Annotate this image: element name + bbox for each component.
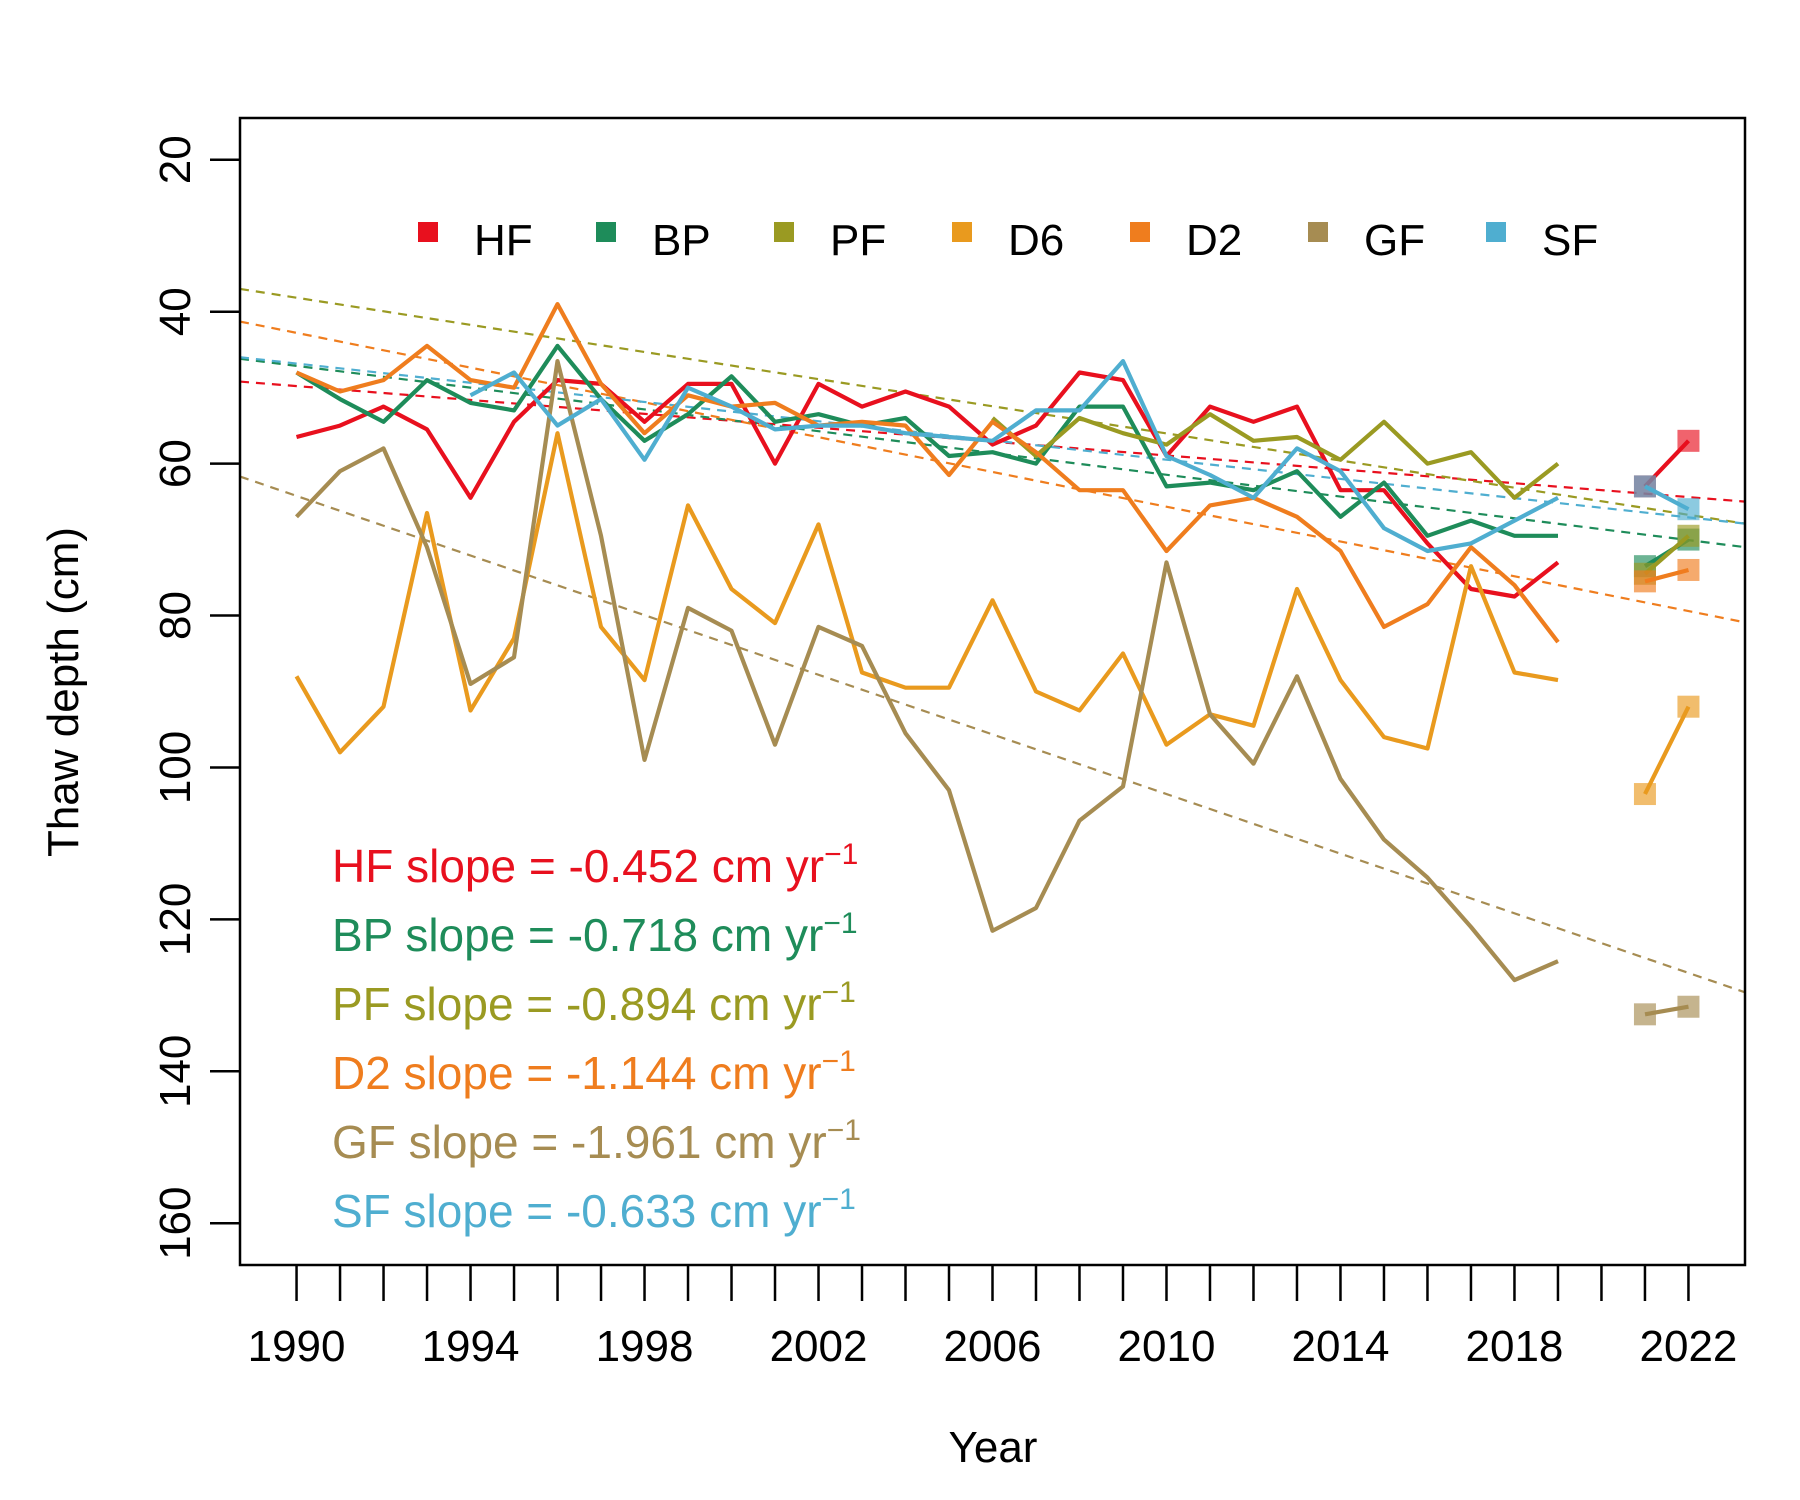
slope-label-bp: BP slope = -0.718 cm yr−1 xyxy=(332,907,858,961)
x-tick-label: 1990 xyxy=(248,1322,346,1371)
x-tick-label: 2014 xyxy=(1292,1322,1390,1371)
legend: HF BP PF D6 D2 GF SF xyxy=(418,216,1598,265)
legend-label-bp: BP xyxy=(652,216,711,265)
series-line-pf xyxy=(991,412,1560,500)
legend-swatch-sf xyxy=(1486,222,1506,242)
recent-point-sf xyxy=(1633,475,1656,498)
y-axis: 20 40 60 80 100 120 140 160 xyxy=(151,135,240,1260)
slope-annotations: HF slope = -0.452 cm yr−1 BP slope = -0.7… xyxy=(332,838,861,1237)
x-axis: 1990 1994 1998 2002 2006 2010 2014 2018 2022 xyxy=(248,1265,1738,1371)
recent-line-d6 xyxy=(1643,705,1691,795)
x-tick-label: 2002 xyxy=(770,1322,868,1371)
slope-label-sf: SF slope = -0.633 cm yr−1 xyxy=(332,1183,856,1237)
y-tick-label: 140 xyxy=(151,1035,200,1108)
trend-line-pf xyxy=(240,287,1745,525)
y-tick-label: 20 xyxy=(151,135,200,184)
recent-point-d6 xyxy=(1633,783,1656,806)
slope-label-gf: GF slope = -1.961 cm yr−1 xyxy=(332,1114,861,1168)
legend-swatch-hf xyxy=(418,222,438,242)
y-tick-label: 60 xyxy=(151,439,200,488)
series-lines xyxy=(294,302,1560,983)
recent-point-hf xyxy=(1677,429,1700,452)
x-tick-label: 2022 xyxy=(1640,1322,1738,1371)
y-tick-label: 100 xyxy=(151,731,200,804)
legend-label-pf: PF xyxy=(830,216,886,265)
trend-line-d2 xyxy=(240,320,1745,624)
legend-label-sf: SF xyxy=(1542,216,1598,265)
x-tick-label: 2018 xyxy=(1466,1322,1564,1371)
series-line-hf xyxy=(295,370,1560,599)
slope-label-pf: PF slope = -0.894 cm yr−1 xyxy=(332,976,856,1030)
y-tick-label: 160 xyxy=(151,1187,200,1260)
recent-point-pf xyxy=(1677,524,1700,547)
legend-label-hf: HF xyxy=(474,216,533,265)
x-tick-label: 2010 xyxy=(1118,1322,1216,1371)
legend-swatch-bp xyxy=(596,222,616,242)
series-line-gf xyxy=(294,359,1559,983)
y-tick-label: 40 xyxy=(151,287,200,336)
recent-point-gf xyxy=(1633,1003,1656,1026)
series-line-d6 xyxy=(294,431,1559,755)
legend-label-d2: D2 xyxy=(1186,216,1242,265)
slope-label-d2: D2 slope = -1.144 cm yr−1 xyxy=(332,1045,856,1099)
y-tick-label: 80 xyxy=(151,591,200,640)
recent-point-d2 xyxy=(1677,558,1700,581)
x-tick-label: 1998 xyxy=(596,1322,694,1371)
slope-label-hf: HF slope = -0.452 cm yr−1 xyxy=(332,838,858,892)
recent-point-d6 xyxy=(1677,695,1700,718)
recent-point-sf xyxy=(1677,498,1700,521)
series-line-d2 xyxy=(295,302,1560,644)
legend-swatch-d6 xyxy=(952,222,972,242)
legend-label-gf: GF xyxy=(1364,216,1425,265)
legend-swatch-gf xyxy=(1308,222,1328,242)
y-axis-title: Thaw depth (cm) xyxy=(39,527,88,857)
x-tick-label: 2006 xyxy=(944,1322,1042,1371)
x-tick-label: 1994 xyxy=(422,1322,520,1371)
legend-swatch-pf xyxy=(774,222,794,242)
recent-point-d2 xyxy=(1633,570,1656,593)
series-line-sf xyxy=(469,359,1559,554)
y-tick-label: 120 xyxy=(151,883,200,956)
x-axis-title: Year xyxy=(949,1423,1038,1472)
legend-swatch-d2 xyxy=(1130,222,1150,242)
recent-points xyxy=(1633,429,1700,1026)
recent-point-gf xyxy=(1677,995,1700,1018)
legend-label-d6: D6 xyxy=(1008,216,1064,265)
